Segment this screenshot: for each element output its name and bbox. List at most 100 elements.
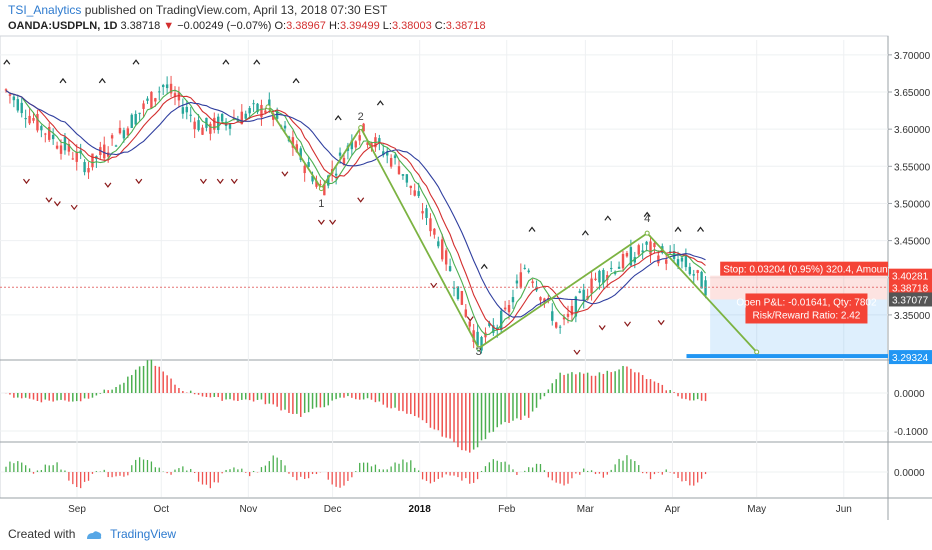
candle-body xyxy=(425,208,428,218)
candle-body xyxy=(562,317,566,320)
candle-body xyxy=(476,331,479,346)
fractal-down-icon xyxy=(657,319,665,326)
candle-body xyxy=(130,114,133,128)
price-axis-badge-label: 3.29324 xyxy=(892,353,929,364)
candle-body xyxy=(429,218,432,232)
candle-body xyxy=(114,145,118,147)
candle-body xyxy=(260,104,263,118)
fractal-down-icon xyxy=(22,178,30,185)
wave-pivot xyxy=(476,345,482,351)
fractal-down-icon xyxy=(598,325,606,331)
fractal-down-icon xyxy=(573,349,581,356)
x-tick-label: Oct xyxy=(153,504,169,515)
candle-body xyxy=(441,239,444,260)
x-tick-label: May xyxy=(747,504,766,515)
candle-body xyxy=(551,311,554,321)
candle-body xyxy=(480,337,483,351)
candle-body xyxy=(606,274,609,280)
candle-body xyxy=(28,115,31,124)
price-axis-badge xyxy=(889,268,932,283)
candle-body xyxy=(173,93,177,97)
candle-body xyxy=(448,266,452,271)
candle-body xyxy=(582,289,585,301)
candle-body xyxy=(55,145,59,149)
candle-body xyxy=(696,270,699,273)
publish-line: TSI_Analytics published on TradingView.c… xyxy=(8,3,387,17)
fractal-down-icon xyxy=(624,321,631,327)
candle-body xyxy=(236,119,240,123)
candle-body xyxy=(531,281,534,284)
ma-mid-line xyxy=(5,90,706,331)
x-tick-label: Apr xyxy=(665,504,681,515)
candle-body xyxy=(354,141,357,148)
candle-body xyxy=(362,123,365,132)
candle-body xyxy=(8,94,12,96)
risk-reward-label: Risk/Reward Ratio: 2.42 xyxy=(753,310,861,321)
candle-body xyxy=(118,127,122,134)
candle-body xyxy=(519,272,523,288)
candle-body xyxy=(20,102,23,114)
candle-body xyxy=(83,162,86,173)
candle-body xyxy=(649,241,652,255)
candle-body xyxy=(460,291,464,305)
candle-body xyxy=(272,113,275,120)
candle-body xyxy=(543,298,546,303)
osc1-tick-label: -0.1000 xyxy=(894,427,928,438)
candle-body xyxy=(574,296,578,317)
candle-body xyxy=(146,98,149,101)
candle-body xyxy=(217,116,220,131)
wave-pivot xyxy=(358,125,364,131)
fractal-down-icon xyxy=(230,178,238,185)
ma-fast-line xyxy=(5,89,706,336)
candle-body xyxy=(637,245,640,255)
candle-body xyxy=(303,165,306,174)
published-text: published on TradingView.com, April 13, … xyxy=(84,3,388,17)
candle-body xyxy=(311,175,314,182)
wave-pivot xyxy=(265,104,271,110)
x-tick-label: Feb xyxy=(498,504,516,515)
candle-body xyxy=(48,126,51,140)
symbol-line: OANDA:USDPLN, 1D 3.38718 ▼ −0.00249 (−0.… xyxy=(8,20,486,32)
candle-body xyxy=(472,330,475,342)
candle-body xyxy=(405,174,409,183)
author-link[interactable]: TSI_Analytics xyxy=(8,3,82,17)
low-value: 3.38003 xyxy=(391,20,432,32)
x-tick-label: Nov xyxy=(239,504,257,515)
candle-body xyxy=(228,123,232,129)
candle-body xyxy=(452,287,456,289)
candle-body xyxy=(539,297,542,301)
candle-body xyxy=(393,155,397,159)
candle-body xyxy=(386,151,389,156)
candle-body xyxy=(158,91,161,93)
fractal-up-icon xyxy=(59,77,67,84)
fractal-down-icon xyxy=(466,316,474,322)
candle-body xyxy=(566,313,570,317)
candle-body xyxy=(334,173,338,176)
candle-body xyxy=(621,253,625,269)
fractal-up-icon xyxy=(132,59,140,65)
candle-body xyxy=(527,270,530,273)
candle-body xyxy=(24,118,27,120)
tradingview-brand[interactable]: TradingView xyxy=(110,527,177,541)
price-axis-badge-label: 3.40281 xyxy=(892,272,929,283)
y-tick-label: 3.35000 xyxy=(894,311,931,322)
fractal-down-icon xyxy=(216,178,224,185)
candle-body xyxy=(315,180,318,187)
price-axis-badge-label: 3.37077 xyxy=(892,295,929,306)
candle-body xyxy=(185,106,188,113)
candle-body xyxy=(138,112,141,114)
candle-body xyxy=(165,84,169,89)
candle-body xyxy=(397,166,401,175)
y-tick-label: 3.65000 xyxy=(894,88,931,99)
candle-body xyxy=(437,241,440,247)
candle-body xyxy=(382,151,385,156)
candle-body xyxy=(366,142,369,145)
fractal-down-icon xyxy=(199,178,207,185)
x-tick-label: Dec xyxy=(324,504,342,515)
fractal-down-icon xyxy=(430,282,438,289)
candle-body xyxy=(44,133,47,135)
fractal-down-icon xyxy=(70,204,78,211)
wave-pivot xyxy=(318,186,324,192)
y-tick-label: 3.70000 xyxy=(894,51,931,62)
